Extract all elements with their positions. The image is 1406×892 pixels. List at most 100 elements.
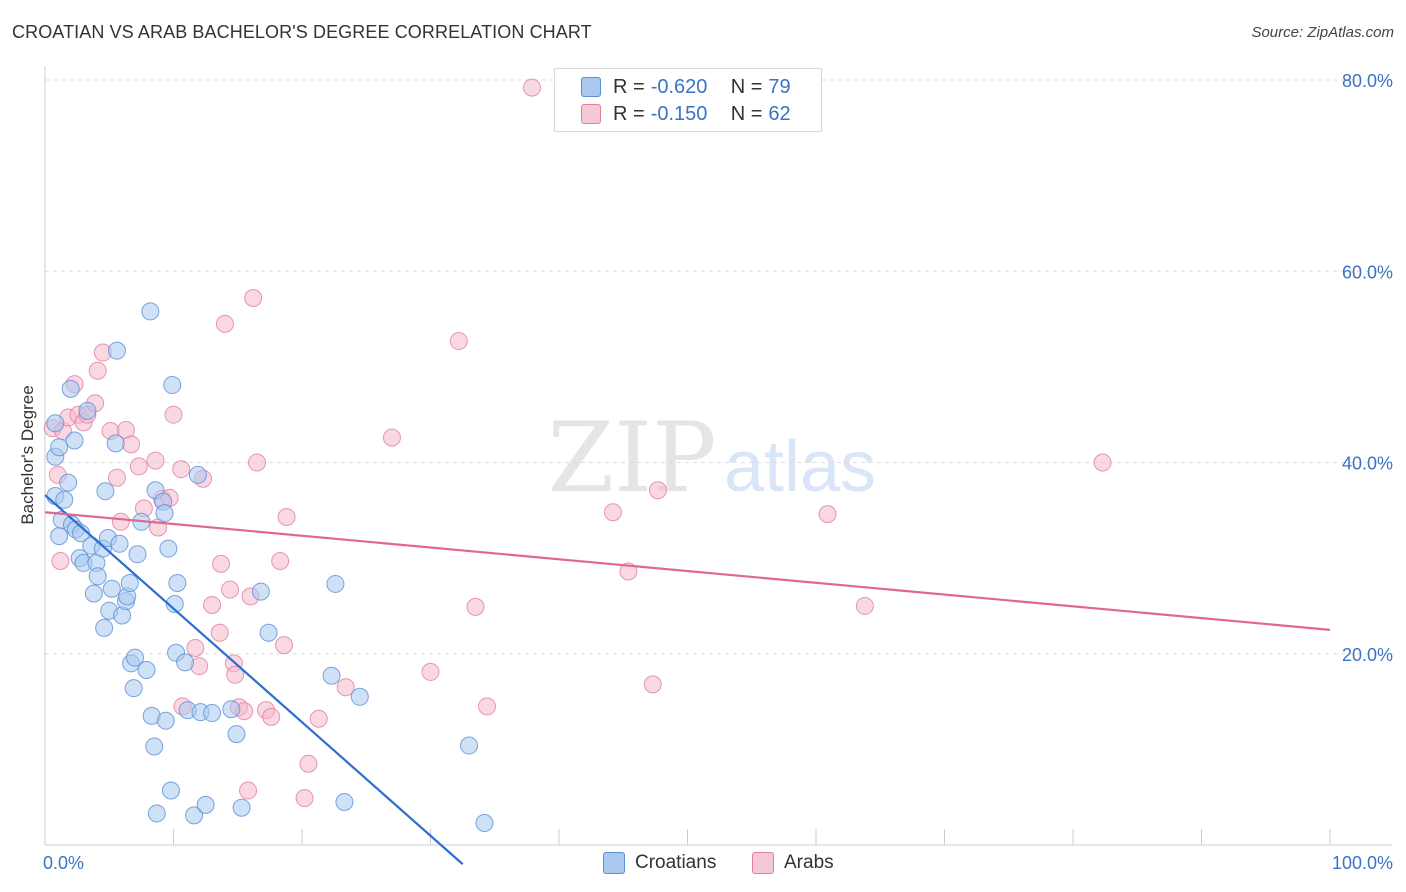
croatian-point (96, 482, 115, 501)
croatian-point (61, 379, 80, 398)
croatian-point (125, 648, 144, 667)
y-tick-label: 80.0% (1342, 71, 1393, 91)
arab-point (111, 512, 130, 531)
arab-point (295, 789, 314, 808)
croatian-point (196, 795, 215, 814)
legend-swatch-arabs (581, 104, 601, 124)
croatian-point (185, 806, 204, 825)
arab-point (382, 428, 401, 447)
trend-lines (44, 494, 1331, 865)
arab-point (164, 405, 183, 424)
r-value-croatians: -0.620 (650, 75, 708, 98)
tick-labels: 20.0% 40.0% 60.0% 80.0% 0.0% 100.0% (43, 71, 1393, 873)
croatian-point (120, 573, 139, 592)
croatian-point (128, 545, 147, 564)
arab-point (248, 453, 267, 472)
arab-point (239, 781, 258, 800)
arab-point (309, 709, 328, 728)
r-label: R = (613, 102, 645, 125)
arab-point (107, 468, 126, 487)
croatian-point (259, 623, 278, 642)
arab-point (186, 639, 205, 658)
y-tick-label: 60.0% (1342, 262, 1393, 282)
croatian-point (46, 414, 65, 433)
arab-point (336, 678, 355, 697)
legend-swatch-croatians (581, 77, 601, 97)
legend-item-croatians[interactable]: Croatians (603, 852, 716, 874)
watermark-atlas: atlas (724, 427, 876, 507)
arab-point (277, 508, 296, 527)
n-value-arabs: 62 (768, 102, 791, 125)
croatian-point (95, 618, 114, 637)
arab-point (648, 481, 667, 500)
croatian-point (141, 302, 160, 321)
croatian-point (137, 661, 156, 680)
croatian-point (102, 579, 121, 598)
chart-title: CROATIAN VS ARAB BACHELOR'S DEGREE CORRE… (12, 22, 592, 42)
croatian-point (159, 539, 178, 558)
arab-point (172, 460, 191, 479)
croatian-point (188, 465, 207, 484)
croatian-point (147, 804, 166, 823)
n-value-croatians: 79 (768, 75, 791, 98)
stats-legend: R = -0.620 N = 79 R = -0.150 N = 62 (554, 68, 822, 132)
arabs-points (43, 78, 1112, 808)
croatians-points (46, 302, 494, 833)
arab-point (1093, 453, 1112, 472)
croatian-point (203, 704, 222, 723)
zipatlas-watermark: ZIP atlas (547, 402, 876, 514)
y-tick-label: 20.0% (1342, 645, 1393, 665)
croatian-point (110, 534, 129, 553)
y-tick-label: 40.0% (1342, 454, 1393, 474)
arab-point (855, 596, 874, 615)
arab-point (210, 623, 229, 642)
croatian-point (55, 490, 74, 509)
axes (44, 66, 1392, 846)
legend-swatch-croatians (603, 852, 625, 874)
croatian-point (88, 567, 107, 586)
arab-point (818, 505, 837, 524)
croatian-point (124, 679, 143, 698)
arab-point (275, 636, 294, 655)
croatian-point (168, 573, 187, 592)
legend-item-arabs[interactable]: Arabs (752, 852, 834, 874)
n-label: N = (730, 75, 763, 98)
arab-point (466, 597, 485, 616)
croatian-point (227, 725, 246, 744)
arab-point (619, 562, 638, 581)
croatian-point (251, 582, 270, 601)
croatian-point (176, 653, 195, 672)
arab-point (146, 451, 165, 470)
arab-point (262, 707, 281, 726)
croatian-point (350, 687, 369, 706)
r-label: R = (613, 75, 645, 98)
croatians-trend-line (44, 494, 464, 865)
arab-point (122, 435, 141, 454)
arabs-trend-line (44, 511, 1331, 631)
arab-point (449, 332, 468, 351)
grid-lines (45, 79, 1392, 655)
arab-point (212, 554, 231, 573)
legend-label-croatians: Croatians (635, 852, 717, 873)
n-label: N = (730, 102, 763, 125)
arab-point (421, 662, 440, 681)
croatian-point (78, 401, 97, 420)
legend-row-croatians: R = -0.620 N = 79 (581, 75, 791, 99)
arab-point (129, 457, 148, 476)
arab-point (603, 503, 622, 522)
croatian-point (106, 434, 125, 453)
croatian-point (155, 504, 174, 523)
r-value-arabs: -0.150 (650, 102, 708, 125)
arab-point (643, 675, 662, 694)
arab-point (215, 314, 234, 333)
croatian-point (232, 798, 251, 817)
arab-point (226, 665, 245, 684)
x-tick-label: 100.0% (1332, 853, 1393, 873)
legend-row-arabs: R = -0.150 N = 62 (581, 102, 791, 126)
croatian-point (460, 736, 479, 755)
legend-label-arabs: Arabs (784, 852, 834, 873)
arab-point (299, 754, 318, 773)
croatian-point (84, 584, 103, 603)
watermark-zip: ZIP (547, 402, 716, 514)
